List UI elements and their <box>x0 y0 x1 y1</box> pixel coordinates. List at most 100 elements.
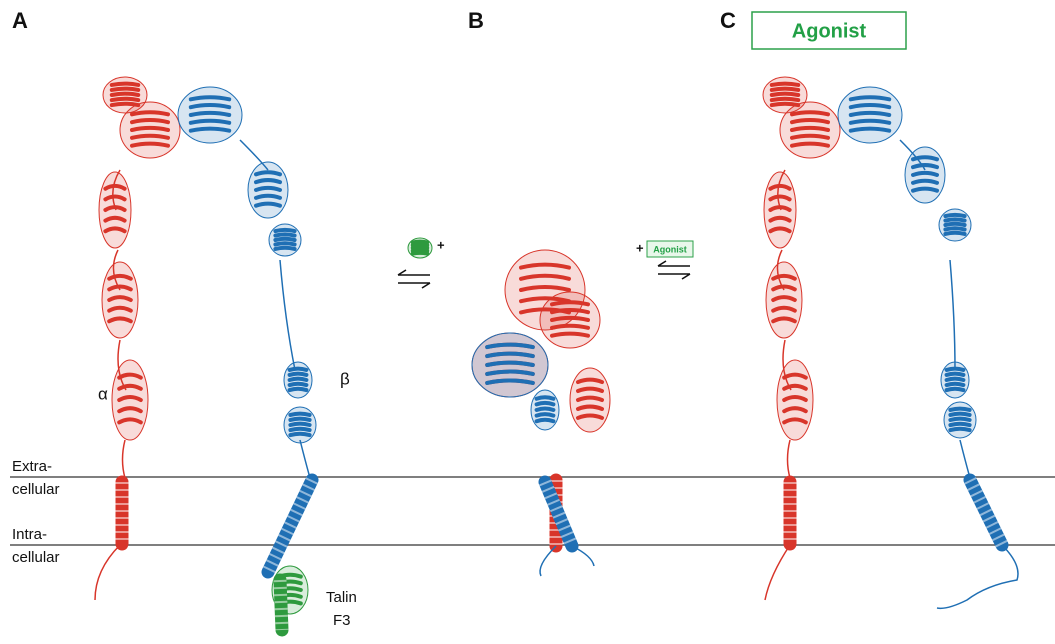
strand <box>576 377 604 385</box>
strand <box>103 194 127 202</box>
strand <box>103 226 127 234</box>
strand <box>550 315 590 322</box>
strand <box>287 366 309 372</box>
strand <box>771 316 797 324</box>
strand <box>188 95 232 102</box>
strand <box>273 245 297 251</box>
strand <box>410 245 430 250</box>
equilibrium-arrows <box>397 260 691 289</box>
structures <box>94 76 1019 637</box>
strand <box>948 421 972 428</box>
strand <box>485 360 535 367</box>
strand <box>944 376 966 382</box>
strand <box>534 395 556 401</box>
talin-label: Talin <box>326 589 357 606</box>
strand <box>848 95 892 102</box>
strand <box>188 110 232 117</box>
loop <box>776 169 792 479</box>
strand <box>911 170 939 177</box>
plus: + <box>437 237 445 252</box>
strand <box>948 411 972 417</box>
beta-label: β <box>340 369 350 388</box>
strand <box>768 215 792 223</box>
strand <box>769 86 801 92</box>
strand <box>534 412 556 418</box>
strand <box>550 331 590 338</box>
strand <box>944 381 966 388</box>
loop <box>539 545 595 577</box>
strand <box>130 133 170 140</box>
strand <box>130 125 170 132</box>
strand <box>782 417 808 425</box>
strand <box>254 170 282 177</box>
strand <box>103 215 127 223</box>
strand <box>790 118 830 125</box>
strand <box>485 342 535 350</box>
strand <box>768 183 792 191</box>
strand <box>782 383 808 391</box>
strand <box>287 386 309 393</box>
strand <box>188 103 232 110</box>
strand <box>768 194 792 202</box>
strand <box>534 417 556 424</box>
strand <box>519 262 571 270</box>
strand <box>485 351 535 359</box>
panel-label: B <box>468 8 484 33</box>
strand <box>288 421 312 427</box>
strand <box>944 371 966 377</box>
strand <box>848 103 892 110</box>
arrow <box>657 260 690 267</box>
strand <box>254 185 282 192</box>
strand <box>769 101 801 108</box>
membrane-label: cellular <box>12 481 60 498</box>
strand <box>790 133 830 140</box>
alpha-label: α <box>98 384 108 403</box>
talin-label: F3 <box>333 612 351 629</box>
strand <box>771 284 797 292</box>
strand <box>117 417 143 425</box>
agonist-label: Agonist <box>792 20 867 42</box>
arrow <box>658 273 691 280</box>
strand <box>287 371 309 377</box>
strand <box>109 86 141 92</box>
strand <box>107 284 133 292</box>
strand <box>117 406 143 414</box>
strand <box>273 232 297 238</box>
strand <box>109 96 141 103</box>
helix-turns <box>964 477 1008 548</box>
strand <box>943 217 967 223</box>
strand <box>254 178 282 185</box>
strand <box>103 183 127 191</box>
strand <box>948 426 972 433</box>
membrane-label: Extra- <box>12 458 52 475</box>
strand <box>273 227 297 234</box>
strand <box>288 416 312 422</box>
strand <box>107 295 133 302</box>
strand <box>519 273 571 281</box>
agonist-small-box <box>646 240 694 258</box>
strand <box>948 416 972 422</box>
strand <box>288 431 312 438</box>
strand <box>782 395 808 402</box>
strand <box>943 212 967 219</box>
strand <box>188 126 232 133</box>
strand <box>273 241 297 247</box>
strand <box>576 386 604 394</box>
strand <box>410 242 430 248</box>
strand <box>288 411 312 417</box>
arrow <box>398 282 431 289</box>
strand <box>287 381 309 388</box>
arrow <box>397 269 430 276</box>
strand <box>519 285 571 292</box>
strand <box>550 300 590 307</box>
panel-label: C <box>720 8 736 33</box>
strand <box>287 376 309 382</box>
domain <box>471 332 549 398</box>
strand <box>944 386 966 393</box>
strand <box>410 239 430 245</box>
strand <box>107 316 133 324</box>
strand <box>550 323 590 330</box>
strand <box>107 305 133 313</box>
strand <box>485 378 535 385</box>
